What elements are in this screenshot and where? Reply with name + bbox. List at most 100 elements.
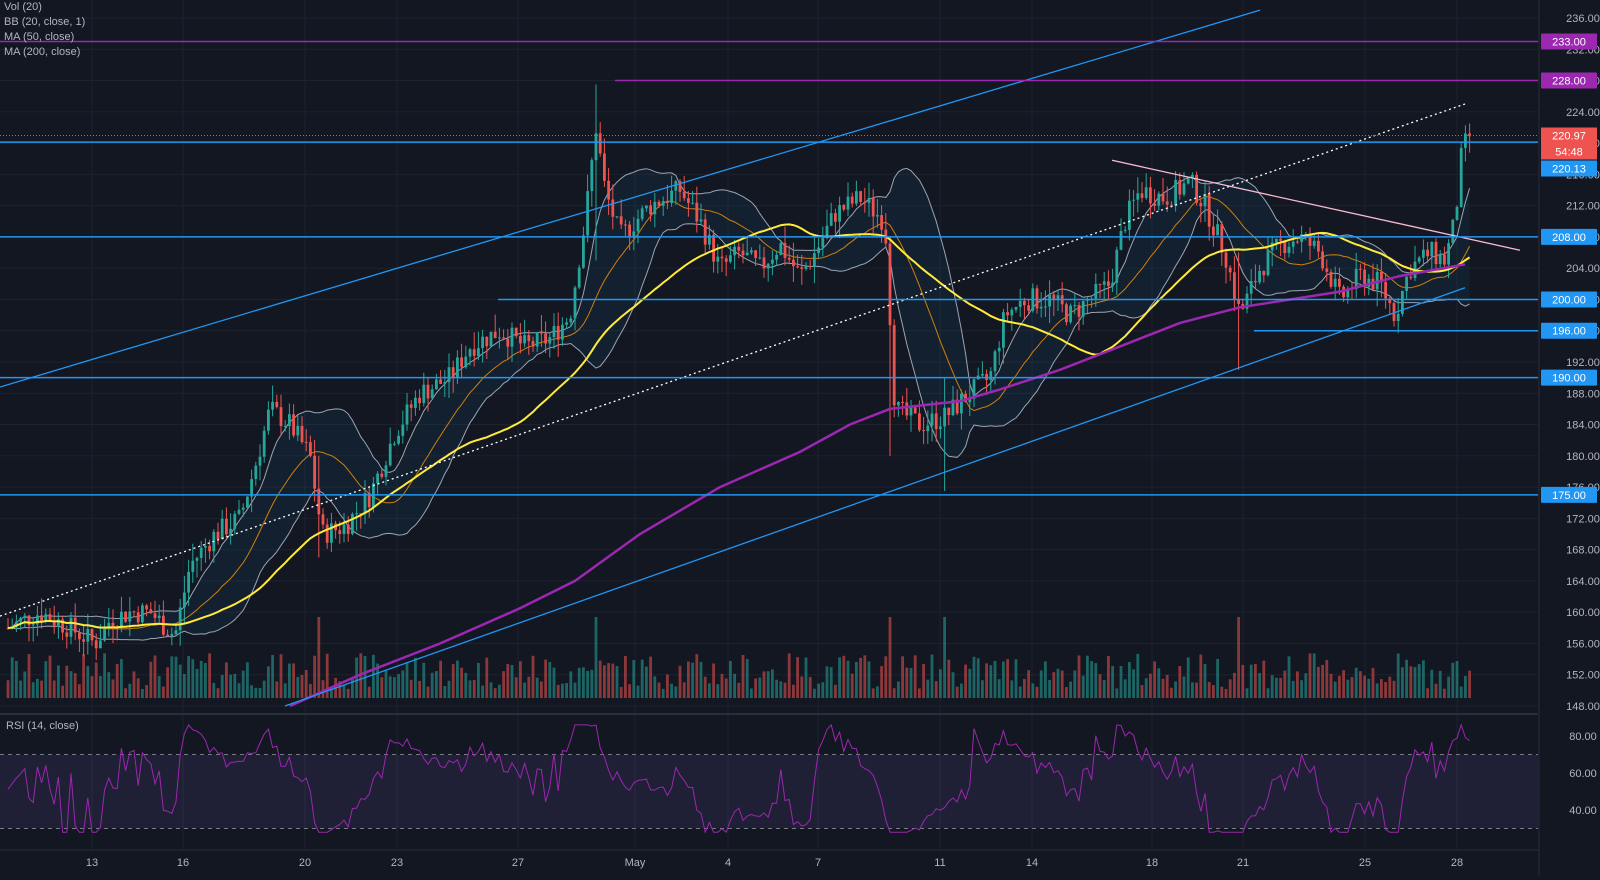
candle [1422,239,1425,267]
volume-bar [750,688,753,698]
volume-bar [930,654,934,698]
candle [254,461,258,486]
candle-body [401,424,405,436]
candle-body [653,201,657,215]
level-badge-bg [1541,228,1597,245]
candle [325,518,329,549]
candle [1329,269,1333,289]
candle [472,332,476,367]
candle [405,392,409,431]
candle-body [443,382,447,384]
price-tick-label: 168.00 [1566,545,1600,557]
volume-bar [367,686,371,698]
candle-body [636,218,640,232]
candle-body [1380,271,1383,283]
volume-bar [569,671,573,698]
volume-bar [279,654,283,698]
volume-bar [1128,662,1131,698]
candle [519,323,522,354]
volume-bar [380,677,384,698]
volume-bar [136,678,140,698]
candle [871,189,875,234]
volume-bar [1363,675,1366,698]
volume-bar [1367,678,1371,698]
candle-body [720,256,724,259]
candle-body [1199,202,1203,207]
volume-bar [1409,666,1413,698]
volume-bar [99,676,102,698]
volume-bar [834,684,837,698]
candle-body [44,614,48,621]
candle [1010,307,1014,331]
candle-body [867,198,871,203]
candle [850,192,854,208]
candle-body [267,409,270,431]
candle [556,312,560,357]
candle-body [964,393,967,403]
candle [1149,176,1152,219]
candle [1077,301,1081,331]
volume-bar [351,678,354,698]
volume-bar [519,661,522,698]
candle-body [1144,187,1148,198]
candle [502,329,505,341]
candle-body [321,514,325,525]
ma200-indicator-label[interactable]: MA (200, close) [4,46,81,58]
candle-body [632,231,636,237]
candle-body [989,371,993,381]
candle-body [901,401,904,403]
candle-body [40,615,43,621]
candle [187,559,190,607]
candle-body [787,257,791,260]
candle-body [544,333,547,344]
candle [1325,259,1329,282]
candle-body [330,523,333,543]
candle-body [1434,241,1438,265]
candle [901,395,904,415]
volume-bar [884,656,888,698]
volume-bar [901,656,904,698]
candle [670,175,673,207]
candle [729,246,732,264]
candle-body [712,234,715,262]
volume-bar [73,673,77,698]
vol-indicator-label[interactable]: Vol (20) [4,1,42,13]
volume-bar [31,682,35,698]
candle-body [1392,303,1396,321]
bb-indicator-label[interactable]: BB (20, close, 1) [4,16,86,28]
candle [699,203,703,225]
candle [1006,302,1009,322]
volume-bar [867,661,871,698]
candle [695,186,699,233]
volume-bar [1359,671,1362,698]
volume-bar [997,679,1001,698]
candle-body [754,250,757,258]
candle [195,556,199,578]
candle [191,543,195,583]
volume-bar [1186,657,1190,698]
volume-bar [36,678,39,698]
candle-body [556,325,560,340]
rsi-indicator-label[interactable]: RSI (14, close) [6,720,79,732]
time-tick-label: 13 [86,857,98,869]
candle [1258,264,1261,285]
volume-bar [1199,654,1203,698]
candle-body [657,201,661,206]
ma50-indicator-label[interactable]: MA (50, close) [4,31,75,43]
candle [934,400,938,442]
volume-bar [1300,680,1303,698]
candle [573,285,577,331]
candle-body [1035,288,1039,309]
volume-bar [573,682,577,698]
candle-body [682,191,686,199]
volume-bar [817,683,820,698]
candle [535,331,539,352]
candle-body [1258,270,1261,283]
candle [430,384,434,399]
candle-body [678,181,682,192]
volume-bar [430,672,434,698]
candle-body [615,216,619,218]
candle [1023,297,1026,320]
